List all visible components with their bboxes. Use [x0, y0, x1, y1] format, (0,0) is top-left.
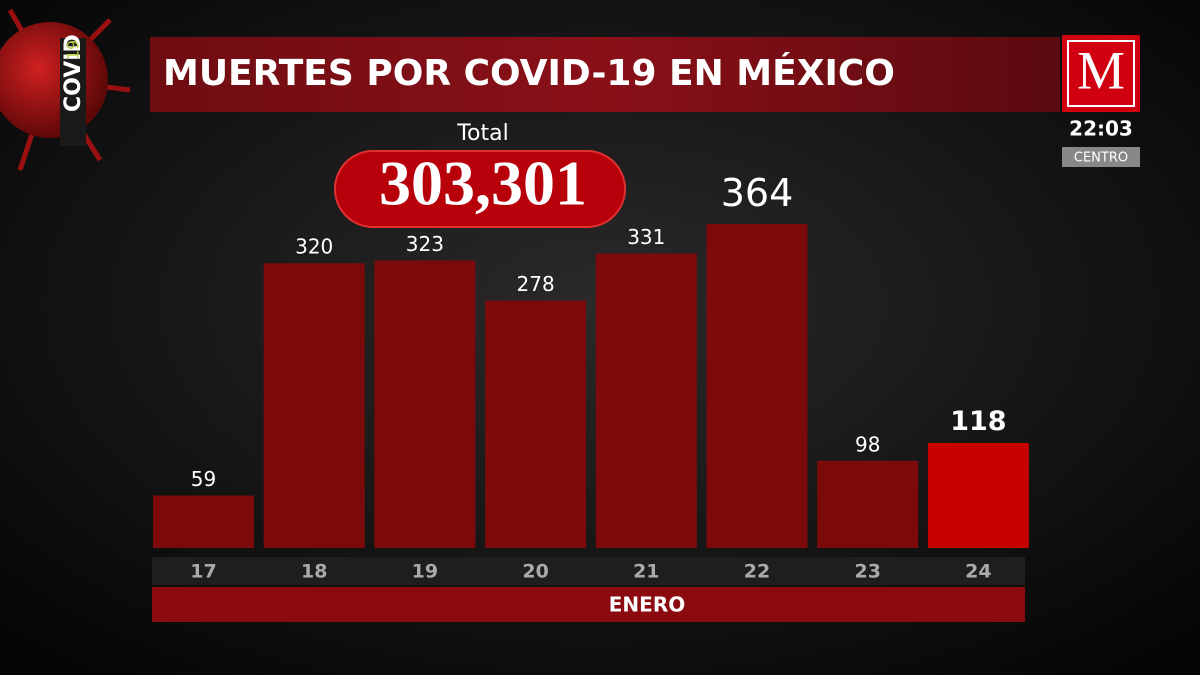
value-label: 331	[627, 225, 665, 249]
logo: M	[1077, 40, 1125, 100]
chart-title: MUERTES POR COVID-19 EN MÉXICO	[163, 52, 895, 94]
tag-box	[60, 38, 86, 146]
covid-tag-number: 19	[64, 40, 83, 60]
covid-tag: COVID	[61, 34, 86, 112]
x-tick-label: 22	[744, 561, 770, 583]
bar	[374, 260, 476, 548]
month-bar	[152, 587, 1025, 622]
bar	[927, 442, 1029, 548]
zone-box	[1062, 147, 1140, 167]
x-tick-label: 17	[190, 561, 216, 583]
value-label: 59	[191, 467, 216, 491]
bar	[706, 224, 808, 549]
bar	[263, 263, 365, 548]
value-label: 118	[950, 406, 1006, 437]
value-label: 320	[295, 235, 333, 259]
value-label: 323	[406, 232, 444, 256]
total-value: 303,301	[379, 148, 587, 219]
bar	[153, 495, 254, 548]
bar	[595, 253, 697, 548]
plot: 59 17 320 18 323 19 278 20 331 21 364 22 98 23 118 24	[153, 171, 1029, 583]
zone: CENTRO	[1074, 151, 1128, 166]
x-tick-label: 24	[965, 561, 991, 583]
bar	[817, 460, 919, 548]
total-label: Total	[456, 121, 508, 146]
category-strip	[152, 557, 1025, 585]
logo-box	[1062, 35, 1140, 112]
clock: 22:03	[1069, 117, 1133, 141]
value-label: 364	[721, 171, 794, 215]
x-axis-label: ENERO	[609, 593, 685, 617]
x-tick-label: 21	[633, 561, 659, 583]
value-label: 98	[855, 432, 880, 456]
x-tick-label: 23	[854, 561, 880, 583]
x-tick-label: 18	[301, 561, 327, 583]
logo-frame	[1067, 40, 1135, 107]
total-pill	[334, 150, 626, 228]
x-tick-label: 19	[412, 561, 438, 583]
value-label: 278	[517, 272, 555, 296]
x-tick-label: 20	[522, 561, 548, 583]
title-bar	[150, 37, 1060, 112]
bar	[485, 300, 587, 548]
